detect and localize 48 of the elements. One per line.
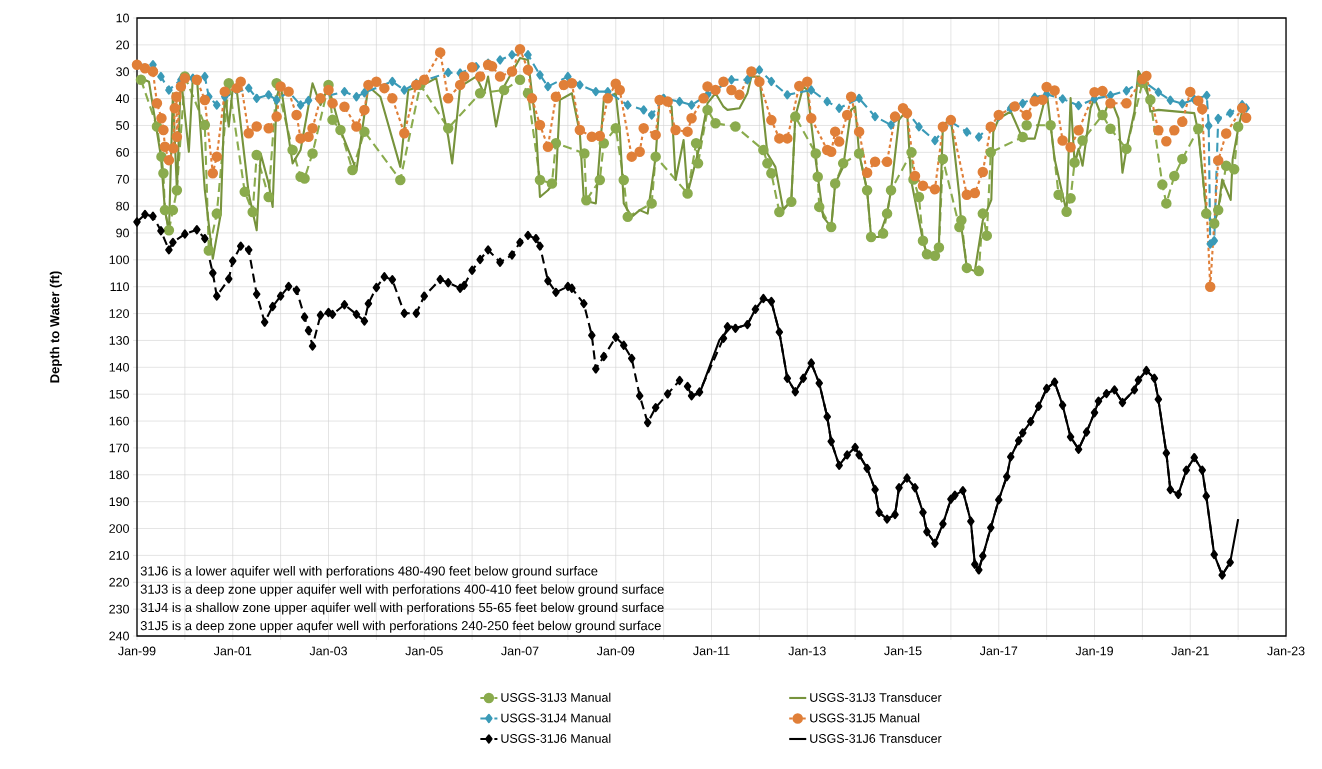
y-axis-title: Depth to Water (ft) [49,271,62,383]
x-tick-label: Jan-17 [979,646,1018,656]
y-tick-label: 20 [116,40,129,50]
y-tick-label: 50 [116,121,129,130]
y-tick-label: 170 [109,443,129,453]
y-tick-label: 110 [110,282,129,292]
x-tick-label: Jan-07 [501,646,539,656]
y-tick-label: 240 [109,631,129,641]
annotation: 31J5 is a deep zone upper aqufer well with perforations 240-250 feet below ground surface [140,620,661,633]
y-tick-label: 150 [109,389,129,399]
y-tick-label: 60 [116,147,129,157]
y-tick-label: 90 [116,228,129,238]
y-tick-label: 120 [109,309,129,318]
y-tick-label: 180 [109,470,129,480]
y-tick-label: 100 [109,255,129,265]
annotation: 31J3 is a deep zone upper aquifer well with perforations 400-410 feet below ground surface [140,584,664,597]
x-tick-label: Jan-23 [1267,646,1305,656]
legend-label: USGS-31J3 Transducer [810,692,942,702]
x-tick-label: Jan-19 [1075,646,1113,656]
legend-label: USGS-31J5 Manual [810,713,920,723]
y-tick-label: 130 [109,336,129,345]
y-tick-label: 30 [116,67,129,77]
annotation: 31J6 is a lower aquifer well with perforations 480-490 feet below ground surface [140,566,598,579]
y-tick-label: 200 [109,524,129,533]
x-tick-label: Jan-11 [693,646,730,656]
y-tick-label: 210 [109,551,129,560]
x-tick-label: Jan-03 [309,646,347,656]
y-tick-label: 220 [109,577,129,587]
x-tick-label: Jan-15 [884,646,922,656]
y-tick-label: 40 [115,94,129,104]
y-tick-label: 230 [109,604,129,614]
legend-label: USGS-31J3 Manual [501,692,611,702]
y-tick-label: 10 [116,13,129,23]
y-tick-label: 140 [109,362,129,372]
x-tick-label: Jan-09 [596,646,635,656]
annotation: 31J4 is a shallow zone upper aquifer well with perforations 55-65 feet below ground surface [140,602,664,615]
legend-label: USGS-31J4 Manual [501,713,611,723]
legend-label: USGS-31J6 Manual [501,733,611,743]
y-tick-label: 70 [116,174,129,184]
legend-label: USGS-31J6 Transducer [810,733,942,743]
x-tick-label: Jan-21 [1171,646,1209,656]
x-tick-label: Jan-01 [213,646,252,656]
y-tick-label: 80 [116,201,129,211]
x-tick-label: Jan-99 [118,646,156,656]
x-tick-label: Jan-13 [788,646,826,656]
y-tick-label: 160 [109,416,129,426]
x-tick-label: Jan-05 [405,646,443,656]
y-tick-label: 190 [109,497,129,507]
